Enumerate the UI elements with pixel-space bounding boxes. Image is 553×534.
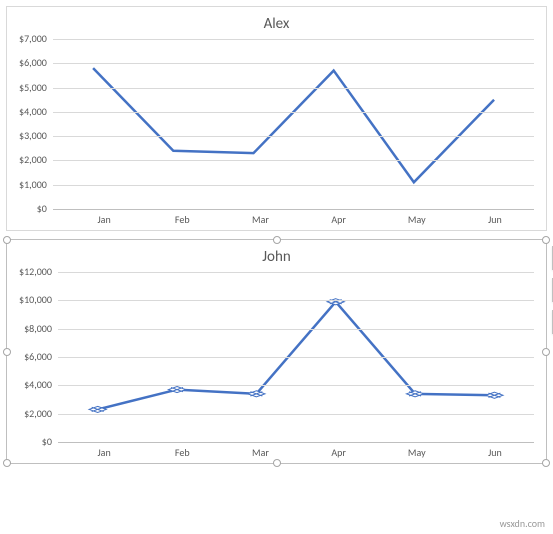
selection-handle[interactable] — [542, 236, 550, 244]
gridline — [58, 272, 534, 273]
chart-john-grid — [58, 272, 534, 442]
x-tick-label: Mar — [221, 213, 299, 226]
gridline — [58, 414, 534, 415]
chart-alex-title: Alex — [19, 15, 534, 33]
selection-handle[interactable] — [3, 459, 11, 467]
x-tick-label: May — [378, 213, 456, 226]
gridline — [58, 442, 534, 443]
gridline — [53, 136, 534, 137]
chart-alex-y-axis: $7,000$6,000$5,000$4,000$3,000$2,000$1,0… — [19, 39, 53, 209]
gridline — [53, 185, 534, 186]
x-tick-label: Apr — [300, 446, 378, 459]
gridline — [53, 112, 534, 113]
chart-john-plot: $12,000$10,000$8,000$6,000$4,000$2,000$0 — [19, 272, 534, 442]
gridline — [58, 385, 534, 386]
x-tick-label: Jun — [456, 213, 534, 226]
selection-handle[interactable] — [3, 348, 11, 356]
x-tick-label: Mar — [221, 446, 299, 459]
selection-handle[interactable] — [542, 459, 550, 467]
x-tick-label: Feb — [143, 213, 221, 226]
selection-handle[interactable] — [3, 236, 11, 244]
chart-alex-plot: $7,000$6,000$5,000$4,000$3,000$2,000$1,0… — [19, 39, 534, 209]
gridline — [58, 357, 534, 358]
gridline — [53, 88, 534, 89]
chart-john-x-axis: JanFebMarAprMayJun — [65, 442, 534, 459]
chart-alex-x-axis: JanFebMarAprMayJun — [65, 209, 534, 226]
gridline — [53, 209, 534, 210]
x-tick-label: May — [378, 446, 456, 459]
chart-alex[interactable]: Alex $7,000$6,000$5,000$4,000$3,000$2,00… — [6, 6, 547, 231]
gridline — [53, 63, 534, 64]
chart-alex-line — [53, 39, 534, 209]
gridline — [53, 39, 534, 40]
x-tick-label: Apr — [300, 213, 378, 226]
watermark: wsxdn.com — [500, 517, 545, 530]
chart-john-y-axis: $12,000$10,000$8,000$6,000$4,000$2,000$0 — [19, 272, 58, 442]
gridline — [58, 300, 534, 301]
selection-handle[interactable] — [273, 236, 281, 244]
chart-john[interactable]: John $12,000$10,000$8,000$6,000$4,000$2,… — [6, 239, 547, 464]
chart-john-title: John — [19, 248, 534, 266]
gridline — [58, 329, 534, 330]
gridline — [53, 160, 534, 161]
x-tick-label: Jun — [456, 446, 534, 459]
selection-handle[interactable] — [273, 459, 281, 467]
x-tick-label: Jan — [65, 446, 143, 459]
selection-handle[interactable] — [542, 348, 550, 356]
x-tick-label: Jan — [65, 213, 143, 226]
chart-alex-grid — [53, 39, 534, 209]
x-tick-label: Feb — [143, 446, 221, 459]
